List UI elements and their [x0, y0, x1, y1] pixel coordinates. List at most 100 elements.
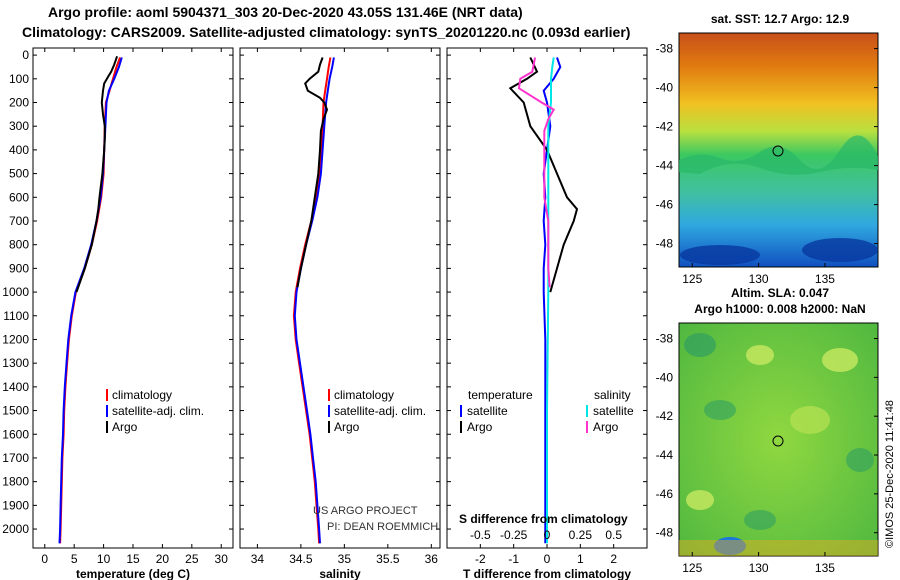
credit-project: US ARGO PROJECT — [313, 505, 418, 517]
sla-eddy — [744, 510, 776, 530]
x-tick-label: 25 — [185, 552, 199, 566]
series-line-satellite-adj-clim- — [58, 57, 123, 544]
depth-axis: 0 100 200 300 400 500 600 700 800 900 1000 1100 1200… — [2, 48, 647, 536]
sla-eddy — [686, 490, 714, 510]
profile-lines — [58, 55, 579, 544]
credit-pi: PI: DEAN ROEMMICH — [327, 521, 438, 533]
legend-climatology-label: climatology — [112, 388, 172, 402]
x-tick-label: 15 — [126, 552, 140, 566]
sst-map-axes: -38 -40 -42 -44 -46 -48 125 130 135 — [656, 42, 878, 286]
lat-tick-label: -42 — [656, 409, 674, 423]
lat-tick-label: -40 — [656, 370, 674, 384]
sla-eddy — [746, 345, 774, 365]
depth-tick-label: 1900 — [2, 498, 29, 512]
x-tick-label: 35.5 — [376, 552, 400, 566]
legend-temperature-title: temperature — [468, 388, 533, 402]
legend-t-argo-label: Argo — [467, 420, 493, 434]
sla-eddy — [846, 448, 874, 472]
lon-tick-label: 135 — [815, 561, 835, 575]
x-tick-label: 1 — [577, 552, 584, 566]
lat-tick-label: -42 — [656, 120, 674, 134]
sla-eddy — [704, 400, 736, 420]
s-tick-label: -0.25 — [500, 528, 528, 542]
depth-tick-label: 1400 — [2, 380, 29, 394]
sst-front — [679, 135, 878, 175]
x-tick-label: -1 — [508, 552, 519, 566]
s-tick-label: 0.5 — [605, 528, 622, 542]
depth-tick-label: 200 — [9, 96, 29, 110]
x-axis-label: salinity — [319, 567, 361, 580]
x-tick-label: 36 — [425, 552, 439, 566]
depth-tick-label: 700 — [9, 214, 29, 228]
lon-tick-label: 130 — [749, 561, 769, 575]
depth-tick-label: 600 — [9, 190, 29, 204]
depth-tick-label: 400 — [9, 143, 29, 157]
sla-eddy — [822, 348, 858, 372]
lat-tick-label: -46 — [656, 487, 674, 501]
x-tick-label: 34.5 — [289, 552, 313, 566]
x-tick-label: 35 — [338, 552, 352, 566]
depth-tick-label: 1800 — [2, 475, 29, 489]
depth-tick-label: 500 — [9, 167, 29, 181]
sla-high-band — [679, 540, 878, 556]
sla-low — [714, 537, 746, 555]
sst-map-title: sat. SST: 12.7 Argo: 12.9 — [711, 12, 850, 26]
x-tick-label: 5 — [71, 552, 78, 566]
x-tick-label: 0 — [41, 552, 48, 566]
legend-s-argo-label: Argo — [593, 420, 619, 434]
lon-tick-label: 130 — [749, 272, 769, 286]
lon-tick-label: 135 — [815, 272, 835, 286]
chart-title-line1: Argo profile: aoml 5904371_303 20-Dec-20… — [48, 4, 523, 20]
s-tick-label: 0.25 — [569, 528, 593, 542]
depth-tick-label: 0 — [22, 48, 29, 62]
sla-eddy — [790, 406, 830, 434]
series-line-climatology — [59, 57, 122, 544]
s-tick-label: 0 — [544, 528, 551, 542]
x-tick-label: 2 — [610, 552, 617, 566]
series-line-temperature-argo — [508, 57, 579, 293]
lat-tick-label: -40 — [656, 81, 674, 95]
sst-cold-pool — [680, 245, 760, 265]
legend-t-satellite-label: satellite — [467, 404, 508, 418]
lat-tick-label: -46 — [656, 198, 674, 212]
sla-map-axes: -38 -40 -42 -44 -46 -48 125 130 135 — [656, 332, 878, 575]
series-line-salinity-satellite — [546, 57, 555, 544]
x-axis-label: T difference from climatology — [463, 567, 631, 580]
x-tick-label: 20 — [156, 552, 170, 566]
depth-tick-label: 900 — [9, 261, 29, 275]
lat-tick-label: -44 — [656, 159, 674, 173]
temperature-legend: climatology satellite-adj. clim. Argo — [106, 388, 204, 434]
depth-tick-label: 1600 — [2, 427, 29, 441]
depth-tick-label: 1500 — [2, 404, 29, 418]
imos-stamp: ©IMOS 25-Dec-2020 11:41:48 — [884, 400, 896, 548]
argo-float-marker[interactable] — [772, 145, 784, 157]
legend-s-satellite-label: satellite — [593, 404, 634, 418]
legend-argo-label: Argo — [112, 420, 138, 434]
sla-eddy — [684, 333, 716, 357]
s-difference-label: S difference from climatology — [459, 512, 628, 526]
lat-tick-label: -38 — [656, 42, 674, 56]
x-tick-label: 10 — [97, 552, 111, 566]
lat-tick-label: -48 — [656, 237, 674, 251]
series-line-argo — [296, 57, 329, 288]
chart-title-line2: Climatology: CARS2009. Satellite-adjuste… — [22, 24, 631, 40]
sst-cold-pool — [802, 238, 878, 262]
depth-tick-label: 2000 — [2, 522, 29, 536]
series-line-salinity-argo — [517, 57, 556, 288]
x-axis-label: temperature (deg C) — [76, 567, 190, 580]
x-tick-label: 30 — [215, 552, 229, 566]
sla-map[interactable] — [678, 322, 879, 557]
legend-salinity-title: salinity — [594, 388, 631, 402]
depth-tick-label: 300 — [9, 119, 29, 133]
salinity-legend: climatology satellite-adj. clim. Argo US… — [313, 388, 438, 533]
legend-argo-label: Argo — [334, 420, 360, 434]
sla-map-title: Altim. SLA: 0.047 — [731, 286, 829, 300]
argo-float-marker[interactable] — [772, 435, 784, 447]
legend-satellite-label: satellite-adj. clim. — [334, 404, 426, 418]
salinity-panel-frame — [239, 47, 441, 549]
depth-tick-label: 1700 — [2, 451, 29, 465]
sst-map[interactable] — [678, 32, 879, 268]
depth-tick-label: 1000 — [2, 285, 29, 299]
depth-tick-label: 1100 — [3, 309, 29, 323]
